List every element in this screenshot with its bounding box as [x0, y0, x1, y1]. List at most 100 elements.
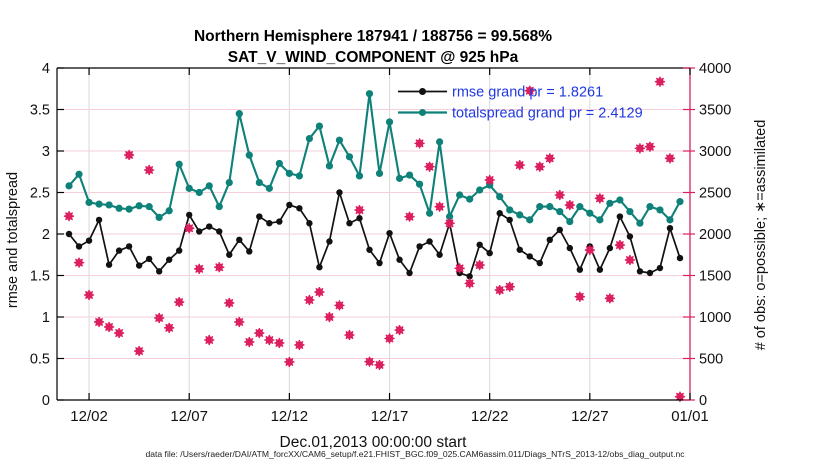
series-marker	[195, 188, 203, 197]
series-marker	[506, 216, 513, 224]
y-axis-label-right: # of obs: o=possible; ∗=assimilated	[753, 120, 769, 351]
series-marker	[165, 207, 173, 215]
series-marker	[315, 122, 324, 130]
series-marker	[606, 244, 614, 252]
obs-count-marker	[464, 278, 475, 289]
obs-count-marker	[494, 284, 505, 296]
obs-count-marker	[244, 336, 255, 348]
obs-count-marker	[634, 143, 646, 154]
obs-count-marker	[274, 337, 285, 349]
series-marker	[385, 118, 394, 126]
series-marker	[325, 162, 334, 170]
obs-count-marker	[113, 327, 125, 339]
series-marker	[606, 199, 614, 207]
obs-count-marker	[374, 359, 385, 371]
series-marker	[436, 138, 444, 146]
obs-count-marker	[364, 356, 375, 367]
series-marker	[366, 246, 373, 253]
series-marker	[596, 216, 604, 224]
series-marker	[646, 269, 654, 277]
obs-count-marker	[484, 174, 495, 186]
series-marker	[406, 269, 413, 277]
obs-count-marker	[153, 312, 165, 324]
x-tick-label: 12/22	[471, 408, 509, 425]
series-marker	[215, 203, 223, 211]
series-marker	[335, 136, 344, 144]
obs-count-marker	[73, 257, 85, 268]
obs-count-marker	[184, 222, 195, 234]
obs-count-marker	[404, 211, 415, 222]
y-right-tick-label: 500	[699, 352, 723, 368]
series-marker	[586, 209, 594, 217]
obs-count-marker	[214, 261, 225, 273]
obs-count-marker	[544, 153, 555, 164]
series-marker	[296, 205, 303, 212]
obs-count-marker	[83, 289, 95, 301]
series-marker	[596, 266, 604, 273]
series-marker	[376, 259, 383, 267]
y-right-tick-label: 3000	[699, 144, 731, 160]
series-marker	[375, 169, 384, 178]
y-left-tick-label: 4	[42, 61, 50, 77]
y-axis-label-left: rmse and totalspread	[5, 172, 21, 308]
series-marker	[646, 203, 654, 211]
series-marker	[316, 264, 323, 271]
obs-count-marker	[424, 161, 435, 172]
series-marker	[516, 246, 523, 253]
obs-count-marker	[584, 244, 596, 256]
series-marker	[666, 216, 674, 224]
legend-rmse-marker	[419, 88, 426, 95]
obs-count-marker	[173, 296, 185, 308]
obs-count-marker	[123, 149, 135, 161]
series-marker	[105, 201, 113, 209]
obs-count-marker	[284, 356, 295, 368]
obs-count-marker	[414, 138, 425, 149]
obs-count-marker	[204, 334, 215, 346]
obs-count-marker	[93, 316, 105, 328]
y-left-tick-label: 2	[42, 227, 50, 243]
series-marker	[145, 203, 153, 211]
obs-count-marker	[554, 189, 565, 201]
series-marker	[135, 262, 143, 269]
obs-count-marker	[344, 329, 355, 341]
series-marker	[546, 203, 554, 211]
obs-count-markers	[63, 76, 686, 402]
series-marker	[416, 243, 423, 250]
series-marker	[276, 218, 283, 225]
y-left-tick-label: 0.5	[30, 352, 50, 368]
x-tick-label: 12/12	[271, 408, 309, 425]
series-marker	[666, 224, 674, 232]
series-marker	[496, 193, 504, 201]
series-marker	[566, 217, 574, 226]
obs-count-marker	[194, 263, 205, 275]
series-marker	[95, 216, 103, 224]
series-marker	[175, 247, 183, 254]
series-marker	[346, 220, 353, 227]
obs-count-marker	[224, 297, 235, 309]
grid-lines	[57, 68, 690, 400]
obs-count-marker	[394, 324, 405, 336]
obs-count-marker	[644, 141, 656, 152]
y-right-tick-label: 1000	[699, 310, 731, 326]
obs-count-marker	[234, 316, 245, 328]
series-marker	[226, 251, 233, 258]
y-left-tick-label: 1.5	[30, 269, 50, 285]
obs-count-marker	[163, 322, 175, 333]
series-marker	[125, 205, 133, 213]
series-marker	[125, 243, 133, 250]
x-tick-label: 12/27	[571, 408, 609, 425]
series-marker	[576, 266, 584, 273]
series-marker	[496, 210, 503, 217]
y-right-tick-label: 2500	[699, 186, 731, 202]
obs-count-marker	[143, 164, 155, 176]
series-marker	[396, 256, 403, 263]
series-marker	[656, 206, 664, 214]
series-marker	[105, 261, 113, 268]
series-marker	[356, 215, 363, 222]
obs-count-marker	[133, 345, 145, 357]
series-marker	[676, 254, 684, 262]
obs-count-marker	[354, 204, 365, 216]
series-marker	[235, 110, 243, 118]
obs-count-marker	[324, 311, 335, 323]
series-marker	[185, 184, 193, 192]
